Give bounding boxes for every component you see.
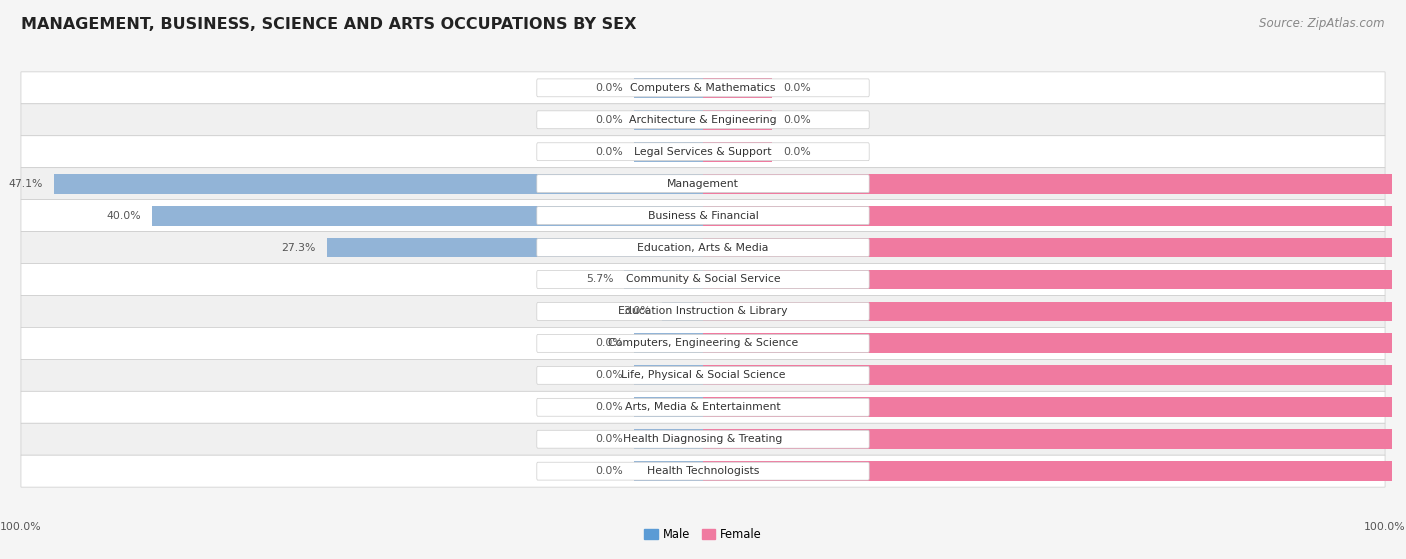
FancyBboxPatch shape bbox=[21, 296, 1385, 328]
Text: 0.0%: 0.0% bbox=[595, 115, 623, 125]
FancyBboxPatch shape bbox=[537, 399, 869, 416]
Bar bbox=[703, 461, 1406, 481]
Bar bbox=[634, 429, 703, 449]
FancyBboxPatch shape bbox=[537, 239, 869, 257]
Text: 27.3%: 27.3% bbox=[281, 243, 316, 253]
FancyBboxPatch shape bbox=[21, 455, 1385, 487]
Text: 0.0%: 0.0% bbox=[595, 402, 623, 413]
Bar bbox=[703, 206, 1406, 225]
FancyBboxPatch shape bbox=[21, 423, 1385, 455]
Bar bbox=[53, 174, 703, 193]
Bar bbox=[662, 301, 703, 321]
FancyBboxPatch shape bbox=[537, 175, 869, 193]
Text: 0.0%: 0.0% bbox=[783, 146, 811, 157]
FancyBboxPatch shape bbox=[537, 79, 869, 97]
Text: MANAGEMENT, BUSINESS, SCIENCE AND ARTS OCCUPATIONS BY SEX: MANAGEMENT, BUSINESS, SCIENCE AND ARTS O… bbox=[21, 17, 637, 32]
Text: 40.0%: 40.0% bbox=[107, 211, 141, 221]
Text: Source: ZipAtlas.com: Source: ZipAtlas.com bbox=[1260, 17, 1385, 30]
Bar bbox=[703, 78, 772, 98]
Bar bbox=[703, 174, 1406, 193]
Text: Legal Services & Support: Legal Services & Support bbox=[634, 146, 772, 157]
Bar bbox=[634, 397, 703, 417]
Text: Life, Physical & Social Science: Life, Physical & Social Science bbox=[621, 370, 785, 380]
Text: Business & Financial: Business & Financial bbox=[648, 211, 758, 221]
Bar bbox=[703, 301, 1406, 321]
Text: 0.0%: 0.0% bbox=[595, 370, 623, 380]
Text: 100.0%: 100.0% bbox=[0, 522, 42, 532]
FancyBboxPatch shape bbox=[21, 104, 1385, 136]
Bar bbox=[703, 397, 1406, 417]
Text: Arts, Media & Entertainment: Arts, Media & Entertainment bbox=[626, 402, 780, 413]
Text: 100.0%: 100.0% bbox=[1364, 522, 1406, 532]
FancyBboxPatch shape bbox=[537, 271, 869, 288]
FancyBboxPatch shape bbox=[21, 72, 1385, 104]
FancyBboxPatch shape bbox=[537, 111, 869, 129]
Bar bbox=[703, 110, 772, 130]
Text: Computers, Engineering & Science: Computers, Engineering & Science bbox=[607, 338, 799, 348]
Text: Computers & Mathematics: Computers & Mathematics bbox=[630, 83, 776, 93]
Bar bbox=[703, 142, 772, 162]
Text: Health Diagnosing & Treating: Health Diagnosing & Treating bbox=[623, 434, 783, 444]
Bar bbox=[703, 366, 1406, 385]
FancyBboxPatch shape bbox=[537, 462, 869, 480]
Text: Education, Arts & Media: Education, Arts & Media bbox=[637, 243, 769, 253]
Bar bbox=[703, 429, 1406, 449]
Text: 0.0%: 0.0% bbox=[595, 83, 623, 93]
Text: Education Instruction & Library: Education Instruction & Library bbox=[619, 306, 787, 316]
FancyBboxPatch shape bbox=[537, 143, 869, 160]
Text: Community & Social Service: Community & Social Service bbox=[626, 274, 780, 285]
FancyBboxPatch shape bbox=[21, 168, 1385, 200]
Bar bbox=[703, 238, 1406, 258]
Text: Architecture & Engineering: Architecture & Engineering bbox=[630, 115, 776, 125]
FancyBboxPatch shape bbox=[537, 302, 869, 320]
Bar bbox=[634, 78, 703, 98]
FancyBboxPatch shape bbox=[21, 231, 1385, 263]
FancyBboxPatch shape bbox=[21, 136, 1385, 168]
Text: 5.7%: 5.7% bbox=[586, 274, 613, 285]
Text: 0.0%: 0.0% bbox=[595, 466, 623, 476]
Text: 3.0%: 3.0% bbox=[623, 306, 651, 316]
Bar bbox=[634, 366, 703, 385]
Text: 0.0%: 0.0% bbox=[783, 115, 811, 125]
Text: Management: Management bbox=[666, 179, 740, 189]
Bar bbox=[634, 110, 703, 130]
FancyBboxPatch shape bbox=[21, 263, 1385, 296]
FancyBboxPatch shape bbox=[21, 359, 1385, 391]
Bar bbox=[326, 238, 703, 258]
Bar bbox=[634, 334, 703, 353]
FancyBboxPatch shape bbox=[537, 207, 869, 225]
FancyBboxPatch shape bbox=[21, 328, 1385, 359]
Bar bbox=[634, 142, 703, 162]
Bar bbox=[152, 206, 703, 225]
Text: 0.0%: 0.0% bbox=[783, 83, 811, 93]
Text: 0.0%: 0.0% bbox=[595, 146, 623, 157]
FancyBboxPatch shape bbox=[537, 430, 869, 448]
FancyBboxPatch shape bbox=[21, 391, 1385, 423]
FancyBboxPatch shape bbox=[537, 334, 869, 352]
Text: 47.1%: 47.1% bbox=[8, 179, 44, 189]
Bar bbox=[624, 269, 703, 290]
Bar bbox=[703, 269, 1406, 290]
Bar bbox=[703, 334, 1406, 353]
Legend: Male, Female: Male, Female bbox=[640, 523, 766, 546]
Text: 0.0%: 0.0% bbox=[595, 434, 623, 444]
Bar bbox=[634, 461, 703, 481]
FancyBboxPatch shape bbox=[537, 366, 869, 384]
Text: 0.0%: 0.0% bbox=[595, 338, 623, 348]
Text: Health Technologists: Health Technologists bbox=[647, 466, 759, 476]
FancyBboxPatch shape bbox=[21, 200, 1385, 231]
